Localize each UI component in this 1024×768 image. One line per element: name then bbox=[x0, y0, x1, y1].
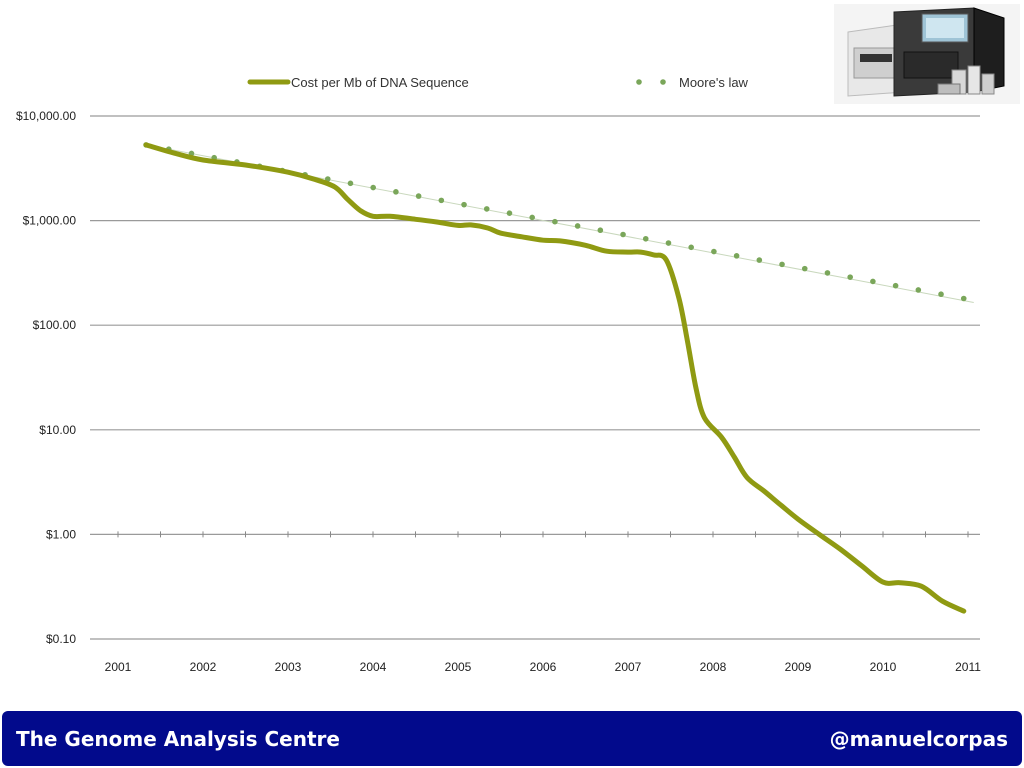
moores-law-point bbox=[779, 261, 785, 268]
footer-bar: The Genome Analysis Centre @manuelcorpas bbox=[2, 711, 1022, 766]
moores-law-point bbox=[347, 180, 354, 187]
moores-law-point bbox=[461, 201, 467, 208]
x-tick-label: 2008 bbox=[700, 660, 727, 674]
y-tick-label: $10.00 bbox=[39, 423, 76, 437]
moores-law-point bbox=[620, 231, 626, 238]
cost-per-mb-line bbox=[143, 142, 967, 614]
grid-lines bbox=[90, 115, 980, 640]
legend: Cost per Mb of DNA Sequence Moore's law bbox=[247, 75, 749, 90]
moores-law-point bbox=[506, 210, 513, 216]
legend-moore-swatch-dot bbox=[660, 79, 666, 85]
x-tick-label: 2004 bbox=[360, 660, 387, 674]
x-axis-tick-labels: 2001 2002 2003 2004 2005 2006 2007 2008 2009 2010… bbox=[105, 660, 982, 674]
moores-law-point bbox=[529, 214, 535, 221]
x-tick-label: 2011 bbox=[955, 660, 981, 674]
y-axis-tick-labels: $10,000.00 $1,000.00 $100.00 $10.00 $1.00 $0.… bbox=[16, 109, 76, 646]
legend-cost-label: Cost per Mb of DNA Sequence bbox=[291, 75, 469, 90]
y-tick-label: $10,000.00 bbox=[16, 109, 76, 123]
x-tick-label: 2009 bbox=[785, 660, 812, 674]
dna-sequencer-machine-icon bbox=[834, 4, 1020, 104]
moores-law-point bbox=[711, 248, 717, 255]
moores-law-point bbox=[438, 197, 445, 204]
y-tick-label: $1.00 bbox=[46, 527, 76, 541]
moores-law-point bbox=[597, 227, 604, 234]
legend-moore-swatch-dot bbox=[636, 79, 642, 85]
moores-law-point bbox=[415, 193, 422, 199]
footer-organization: The Genome Analysis Centre bbox=[16, 726, 340, 751]
legend-moore-label: Moore's law bbox=[679, 75, 749, 90]
x-tick-label: 2010 bbox=[870, 660, 897, 674]
x-tick-label: 2007 bbox=[615, 660, 642, 674]
moores-law-point bbox=[756, 257, 763, 263]
x-tick-label: 2006 bbox=[530, 660, 557, 674]
moores-law-point bbox=[915, 287, 922, 293]
moores-law-point bbox=[393, 189, 399, 195]
moores-law-point bbox=[733, 253, 740, 259]
y-tick-label: $0.10 bbox=[46, 632, 76, 646]
moores-law-point bbox=[574, 223, 581, 229]
x-tick-label: 2003 bbox=[275, 660, 302, 674]
moores-law-point bbox=[642, 235, 649, 242]
moores-law-point bbox=[938, 291, 944, 298]
moores-law-point bbox=[688, 244, 694, 251]
y-tick-label: $100.00 bbox=[33, 318, 77, 332]
moores-law-point bbox=[370, 184, 376, 191]
moores-law-point bbox=[324, 176, 331, 182]
x-tick-label: 2005 bbox=[445, 660, 472, 674]
moores-law-point bbox=[892, 282, 899, 289]
moores-law-point bbox=[483, 206, 490, 212]
footer-handle: @manuelcorpas bbox=[829, 726, 1008, 751]
moores-law-point bbox=[847, 274, 853, 280]
moores-law-point bbox=[960, 295, 967, 302]
moores-law-point bbox=[870, 278, 876, 285]
x-tick-label: 2002 bbox=[190, 660, 217, 674]
moores-law-point bbox=[824, 270, 831, 276]
series-layer bbox=[143, 142, 974, 614]
x-tick-label: 2001 bbox=[105, 660, 132, 674]
cost-chart: $10,000.00 $1,000.00 $100.00 $10.00 $1.00 $0.… bbox=[16, 75, 982, 674]
y-tick-label: $1,000.00 bbox=[23, 214, 77, 228]
moores-law-point bbox=[801, 265, 808, 272]
moores-law-point bbox=[665, 240, 672, 246]
moores-law-point bbox=[552, 218, 558, 225]
